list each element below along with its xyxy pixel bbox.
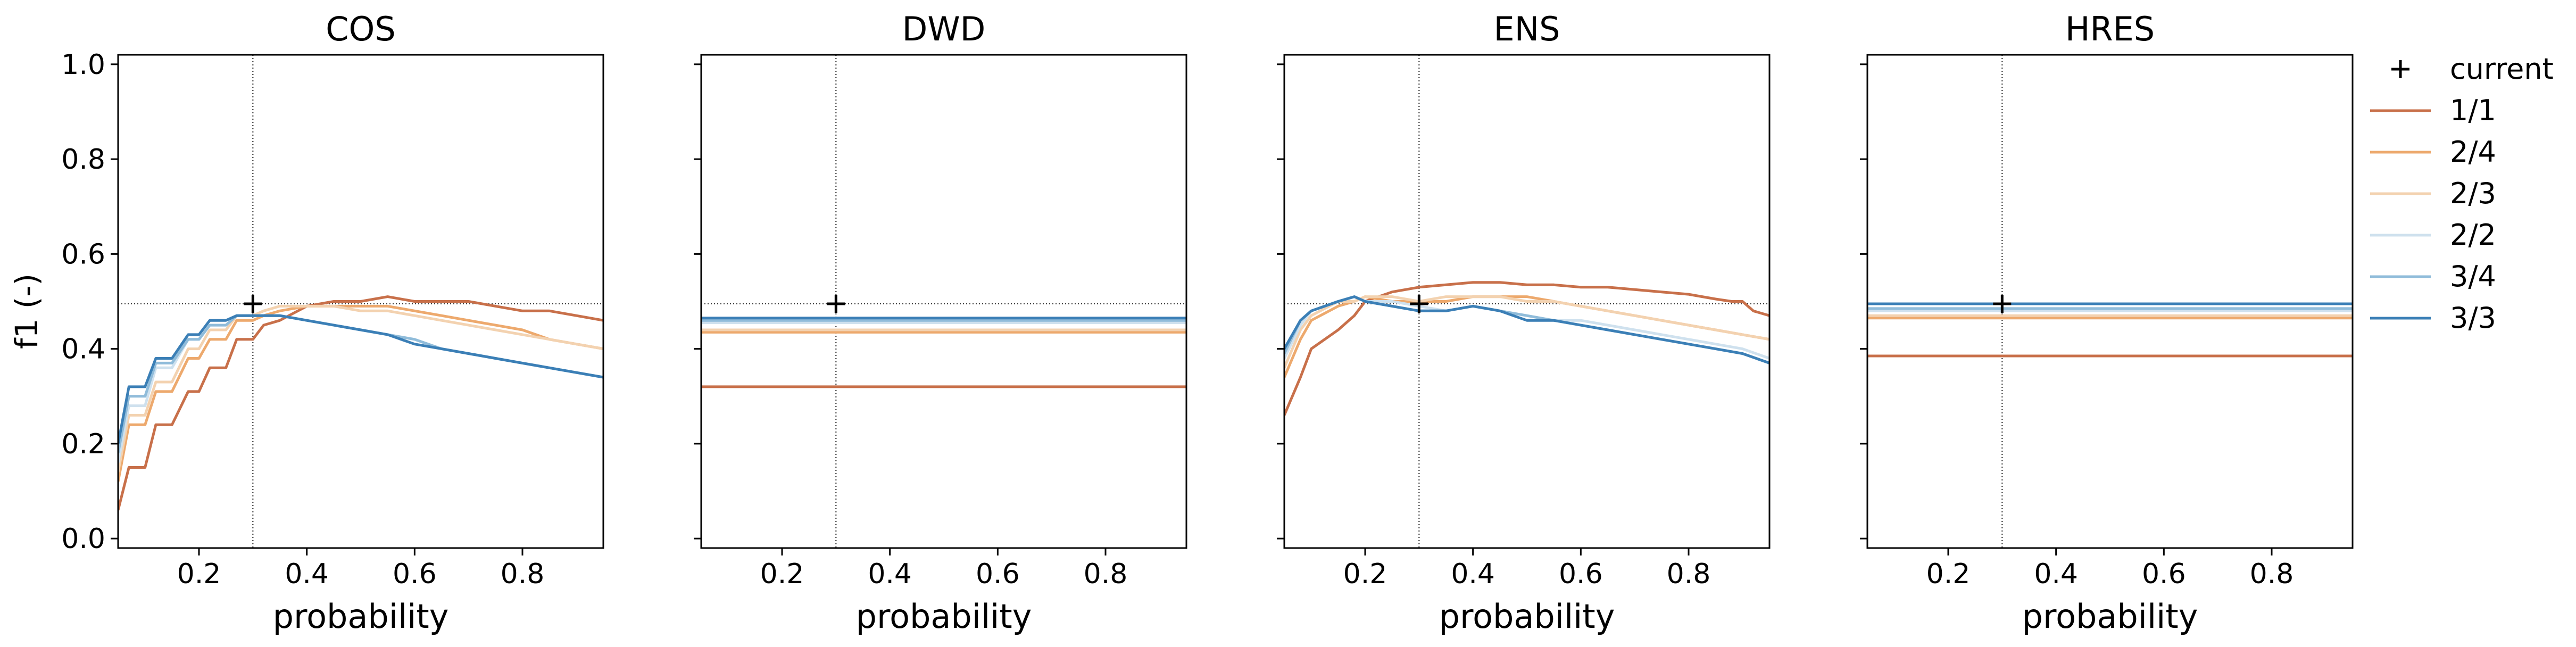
- current-marker: [244, 294, 262, 313]
- plot-area: [118, 55, 603, 548]
- x-tick-label: 0.8: [2250, 558, 2294, 590]
- x-tick-label: 0.6: [393, 558, 437, 590]
- x-tick-label: 0.2: [760, 558, 804, 590]
- x-axis-label: probability: [856, 597, 1032, 636]
- series-line-3-3: [118, 314, 603, 444]
- x-axis-label: probability: [1439, 597, 1615, 636]
- y-tick-label: 0.4: [61, 334, 105, 366]
- panel-title: HRES: [2065, 10, 2155, 48]
- plot-frame: [700, 54, 1187, 549]
- panel-ens: ENS 0.2 0.4 0.6 0.8 probability: [1277, 10, 1771, 636]
- legend-label: 3/4: [2450, 260, 2496, 293]
- x-tick-label: 0.2: [177, 558, 221, 590]
- current-marker: [827, 294, 845, 313]
- panel-title: DWD: [902, 10, 986, 48]
- y-axis-label: f1 (-): [9, 273, 45, 349]
- y-tick-label: 0.2: [61, 428, 105, 460]
- x-tick-label: 0.6: [1559, 558, 1603, 590]
- x-tick-label: 0.8: [501, 558, 545, 590]
- plot-frame: [1866, 54, 2354, 549]
- y-tick-label: 0.0: [61, 523, 105, 555]
- legend: current 1/1 2/4 2/3 2/2 3/4 3/3: [2370, 52, 2554, 335]
- legend-label: 2/3: [2450, 177, 2496, 210]
- series-line-1-1: [118, 295, 603, 511]
- plot-area: [701, 55, 1186, 548]
- panel-title: ENS: [1494, 10, 1560, 48]
- legend-label: 2/2: [2450, 218, 2496, 252]
- series-line-2-4: [118, 304, 603, 482]
- x-tick-label: 0.2: [1926, 558, 1971, 590]
- y-tick-label: 0.6: [61, 238, 105, 270]
- legend-label: 1/1: [2450, 94, 2496, 127]
- y-tick-label: 1.0: [61, 49, 105, 81]
- series-line-3-4: [1284, 295, 1769, 364]
- plot-area: [1284, 55, 1769, 548]
- series-line-2-3: [1284, 295, 1769, 369]
- panel-cos: COS 0.2 0.4 0.6 0.8 probability 0.0 0.2 0.4 0.6 0.…: [61, 10, 604, 636]
- current-marker: [1410, 294, 1428, 313]
- x-axis-label: probability: [273, 597, 449, 636]
- y-tick-label: 0.8: [61, 144, 105, 176]
- plot-area: [1867, 55, 2353, 548]
- legend-label: current: [2450, 52, 2554, 86]
- series-line-2-2: [118, 314, 603, 463]
- x-tick-label: 0.4: [868, 558, 912, 590]
- panel-title: COS: [326, 10, 395, 48]
- series-line-1-1: [1284, 281, 1769, 416]
- legend-label: 2/4: [2450, 135, 2496, 169]
- legend-current-marker: [2391, 60, 2409, 78]
- x-tick-label: 0.4: [1451, 558, 1495, 590]
- current-marker: [1993, 294, 2012, 313]
- series-line-3-3: [1284, 295, 1769, 364]
- x-tick-label: 0.4: [2034, 558, 2078, 590]
- x-tick-label: 0.8: [1084, 558, 1128, 590]
- plot-frame: [117, 54, 604, 549]
- x-tick-label: 0.2: [1343, 558, 1387, 590]
- panels: COS 0.2 0.4 0.6 0.8 probability 0.0 0.2 0.4 0.6 0.…: [61, 10, 2354, 636]
- panel-dwd: DWD 0.2 0.4 0.6 0.8 probability: [694, 10, 1187, 636]
- legend-label: 3/3: [2450, 301, 2496, 335]
- x-tick-label: 0.8: [1667, 558, 1711, 590]
- x-tick-label: 0.6: [976, 558, 1020, 590]
- x-axis-label: probability: [2022, 597, 2198, 636]
- panel-hres: HRES 0.2 0.4 0.6 0.8 probability: [1860, 10, 2354, 636]
- plot-frame: [1283, 54, 1771, 549]
- series-line-2-4: [1284, 295, 1769, 378]
- x-tick-label: 0.6: [2142, 558, 2186, 590]
- x-tick-label: 0.4: [285, 558, 329, 590]
- series-line-2-3: [118, 304, 603, 472]
